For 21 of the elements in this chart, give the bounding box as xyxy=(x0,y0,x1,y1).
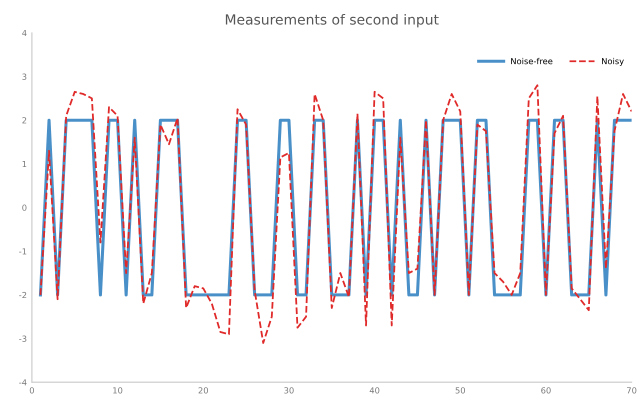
x-tick-label: 0 xyxy=(30,387,34,394)
legend-label: Noisy xyxy=(602,58,624,66)
x-tick-label: 20 xyxy=(198,387,208,394)
line-series xyxy=(40,84,632,344)
y-tick-label: -1 xyxy=(19,248,26,254)
x-tick-label: 60 xyxy=(541,387,551,394)
y-tick-label: 2 xyxy=(22,117,26,124)
y-tick-label: 3 xyxy=(22,74,26,80)
x-tick-label: 70 xyxy=(627,387,636,394)
y-tick-label: 0 xyxy=(22,204,26,211)
y-tick-label: -2 xyxy=(19,292,26,298)
x-tick-label: 50 xyxy=(456,387,466,394)
y-tick-label: 1 xyxy=(22,160,26,168)
legend-label: Noise-free xyxy=(511,58,552,64)
x-tick-label: 30 xyxy=(284,387,294,394)
x-tick-label: 40 xyxy=(370,387,380,394)
chart-title: Measurements of second input xyxy=(226,14,439,28)
x-tick-label: 10 xyxy=(113,387,122,394)
y-tick-label: -3 xyxy=(19,336,26,342)
y-tick-label: 4 xyxy=(22,30,27,36)
y-tick-label: -4 xyxy=(19,379,27,386)
